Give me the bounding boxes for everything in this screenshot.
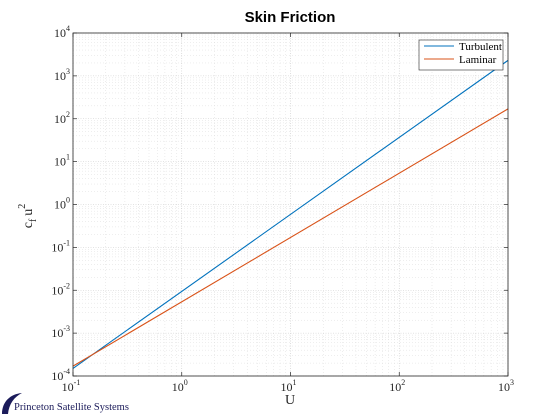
y-tick-base: 10 [51, 326, 63, 340]
chart-title: Skin Friction [245, 9, 336, 26]
series-line-turbulent [72, 59, 509, 369]
y-tick-label: 10-1 [51, 238, 70, 254]
y-tick-base: 10 [54, 198, 66, 212]
y-tick-base: 10 [54, 69, 66, 83]
company-logo: Princeton Satellite Systems [2, 393, 129, 414]
x-tick-base: 10 [389, 380, 401, 394]
y-tick-label: 10-3 [51, 324, 70, 340]
y-tick-exponent: -1 [63, 238, 70, 247]
axis-ticks [72, 32, 509, 377]
y-tick-base: 10 [51, 240, 63, 254]
y-label-subscript: f [28, 218, 39, 222]
y-tick-base: 10 [54, 155, 66, 169]
x-tick-exponent: 0 [184, 378, 188, 387]
y-tick-label: 10-4 [51, 367, 70, 383]
y-tick-exponent: -2 [63, 281, 70, 290]
y-tick-base: 10 [51, 369, 63, 383]
grid-lines [72, 32, 509, 377]
y-tick-exponent: 3 [66, 67, 70, 76]
y-tick-exponent: 2 [66, 110, 70, 119]
x-axis-label: U [285, 393, 295, 408]
y-tick-base: 10 [54, 112, 66, 126]
y-tick-exponent: 1 [66, 153, 70, 162]
x-tick-exponent: 3 [510, 378, 514, 387]
y-label-base: c [21, 222, 36, 228]
x-tick-label: 100 [172, 378, 188, 394]
x-tick-label: 102 [389, 378, 405, 394]
y-tick-base: 10 [51, 283, 63, 297]
x-tick-exponent: 1 [293, 378, 297, 387]
x-tick-exponent: -1 [74, 378, 81, 387]
y-tick-base: 10 [54, 26, 66, 40]
logo-swoosh-icon [2, 393, 22, 414]
y-tick-exponent: 0 [66, 196, 70, 205]
y-tick-label: 102 [54, 110, 70, 126]
svg-text:cfu2: cfu2 [17, 204, 39, 229]
y-tick-exponent: -4 [63, 367, 70, 376]
y-tick-label: 103 [54, 67, 70, 83]
y-axis-label: cfu2 [17, 204, 39, 229]
y-tick-label: 10-2 [51, 281, 70, 297]
series-line-laminar [72, 108, 509, 367]
x-tick-label: 103 [498, 378, 514, 394]
x-tick-base: 10 [172, 380, 184, 394]
x-tick-base: 10 [281, 380, 293, 394]
x-tick-label: 10-1 [62, 378, 81, 394]
y-label-superscript: 2 [17, 204, 28, 209]
x-tick-exponent: 2 [401, 378, 405, 387]
legend-label-laminar: Laminar [459, 54, 497, 66]
y-label-middle: u [21, 209, 36, 216]
legend-box [418, 39, 504, 71]
y-tick-exponent: -3 [63, 324, 70, 333]
x-tick-base: 10 [498, 380, 510, 394]
y-tick-exponent: 4 [66, 24, 70, 33]
tick-labels: 10-1 100 101 102 10310-410-310-210-110010110… [51, 24, 514, 394]
series-lines [72, 59, 509, 369]
x-tick-label: 101 [281, 378, 297, 394]
y-tick-label: 101 [54, 153, 70, 169]
x-tick-base: 10 [62, 380, 74, 394]
y-tick-label: 104 [54, 24, 70, 40]
y-tick-label: 100 [54, 196, 70, 212]
logo-text: Princeton Satellite Systems [14, 402, 129, 413]
legend-label-turbulent: Turbulent [459, 41, 502, 53]
